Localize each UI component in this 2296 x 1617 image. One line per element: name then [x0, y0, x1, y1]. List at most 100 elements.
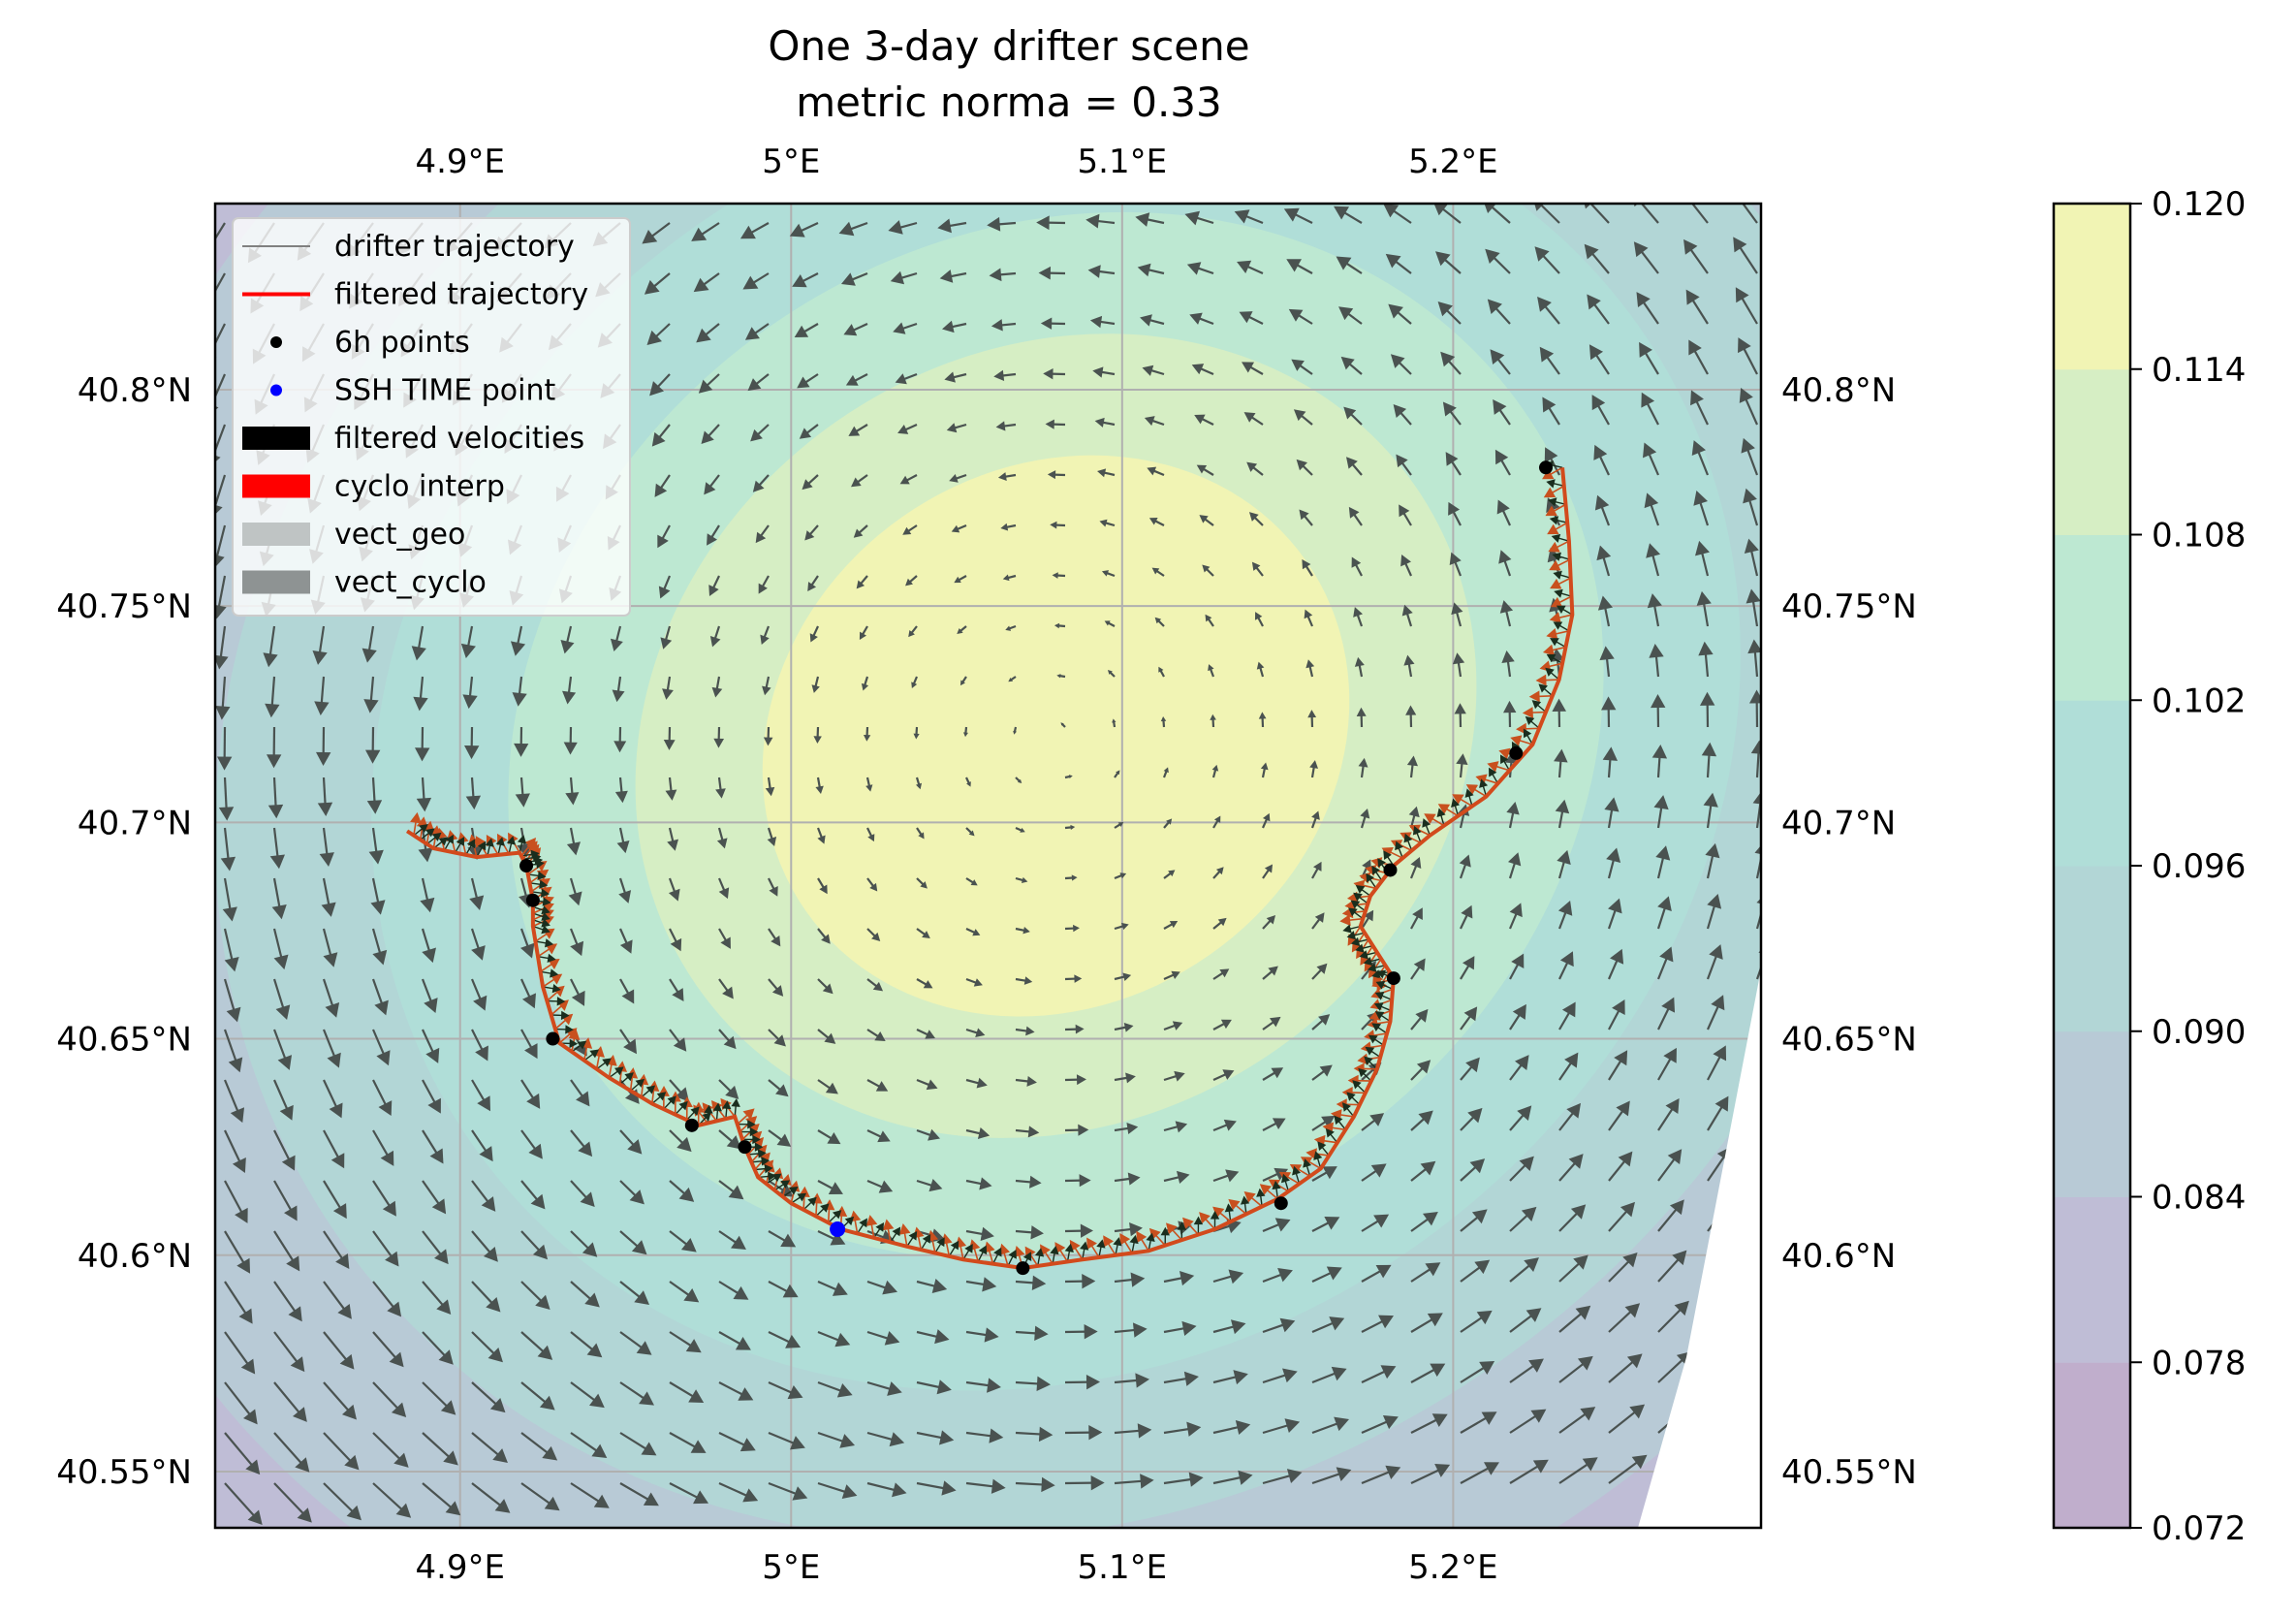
lon-tick-label-bottom: 5.2°E: [1408, 1548, 1498, 1587]
legend-label: filtered velocities: [334, 422, 584, 456]
colorbar-band: [2054, 204, 2130, 369]
velocity-arrow-head: [199, 250, 212, 266]
colorbar-tick-label: 0.102: [2152, 682, 2246, 720]
velocity-arrow-shaft: [472, 777, 474, 799]
cyclo-arrow-shaft: [829, 1208, 830, 1222]
velocity-arrow-shaft: [1065, 877, 1073, 878]
velocity-arrow-head: [1763, 1043, 1777, 1059]
velocity-arrow-head: [1767, 1144, 1780, 1159]
velocity-arrow-shaft: [1016, 1282, 1035, 1283]
lat-tick-label-right: 40.65°N: [1781, 1021, 1917, 1060]
legend-label: vect_geo: [334, 518, 465, 552]
velocity-arrow-shaft: [1016, 1433, 1042, 1435]
legend-swatch-patch: [242, 523, 310, 546]
lat-tick-label-left: 40.6°N: [78, 1237, 192, 1276]
lat-tick-label-left: 40.75°N: [56, 587, 192, 626]
six-hour-point: [526, 894, 540, 907]
six-hour-point: [1016, 1261, 1029, 1275]
six-hour-point: [546, 1032, 559, 1046]
six-hour-point: [519, 859, 533, 872]
legend-label: drifter trajectory: [334, 230, 575, 264]
lat-tick-label-right: 40.6°N: [1781, 1237, 1896, 1276]
lat-tick-label-left: 40.8°N: [78, 371, 192, 410]
colorbar-tick-label: 0.114: [2152, 351, 2246, 390]
velocity-arrow-shaft: [521, 777, 523, 797]
lat-tick-label-right: 40.75°N: [1781, 587, 1917, 626]
colorbar-tick-label: 0.120: [2152, 185, 2246, 224]
colorbar-band: [2054, 1362, 2130, 1528]
six-hour-point: [1509, 746, 1523, 760]
velocity-arrow-shaft: [998, 273, 1016, 275]
lat-tick-label-right: 40.7°N: [1781, 804, 1896, 842]
colorbar-band: [2054, 1197, 2130, 1363]
velocity-arrow-head: [1769, 1195, 1782, 1211]
lat-tick-label-right: 40.8°N: [1781, 371, 1896, 410]
colorbar-tick-label: 0.096: [2152, 847, 2246, 886]
lat-tick-label-left: 40.65°N: [56, 1021, 192, 1060]
legend: drifter trajectory filtered trajectory 6h …: [233, 218, 630, 616]
velocity-arrow-shaft: [1000, 324, 1016, 326]
six-hour-point: [1387, 971, 1400, 985]
colorbar-tick-label: 0.090: [2152, 1013, 2246, 1052]
colorbar-band: [2054, 535, 2130, 701]
six-hour-point: [685, 1119, 699, 1132]
six-hour-point: [738, 1140, 751, 1154]
lat-tick-label-left: 40.7°N: [78, 804, 192, 842]
legend-label: cyclo interp: [334, 470, 505, 504]
colorbar-band: [2054, 866, 2130, 1031]
velocity-arrow-shaft: [1016, 1231, 1034, 1233]
legend-label: filtered trajectory: [334, 278, 588, 312]
velocity-arrow-shaft: [1658, 755, 1660, 777]
legend-swatch-dot: [270, 385, 282, 396]
velocity-arrow-head: [1765, 1094, 1778, 1109]
lat-tick-label-right: 40.55°N: [1781, 1453, 1917, 1492]
six-hour-point: [1383, 863, 1397, 876]
legend-label: 6h points: [334, 326, 470, 360]
velocity-arrow-head: [1760, 993, 1774, 1008]
velocity-arrow-head: [1731, 187, 1745, 203]
six-hour-point: [1274, 1196, 1288, 1210]
legend-swatch-patch: [242, 427, 310, 450]
velocity-arrow-head: [1774, 1296, 1788, 1312]
velocity-arrow-shaft: [1065, 827, 1072, 828]
colorbar-tick-label: 0.078: [2152, 1344, 2246, 1382]
cyclo-arrow-shaft: [816, 1201, 817, 1216]
velocity-arrow-shaft: [571, 777, 573, 795]
colorbar-band: [2054, 369, 2130, 535]
colorbar-band: [2054, 700, 2130, 866]
lon-tick-label-top: 5.1°E: [1078, 143, 1168, 181]
colorbar: 0.1200.1140.1080.1020.0960.0900.0840.078…: [2054, 185, 2246, 1548]
colorbar-tick-label: 0.108: [2152, 517, 2246, 555]
legend-label: vect_cyclo: [334, 566, 487, 600]
chart-title: One 3-day drifter scene: [768, 22, 1249, 70]
velocity-arrow-shaft: [997, 223, 1016, 224]
velocity-arrow-shaft: [1058, 625, 1065, 626]
velocity-arrow-shaft: [916, 727, 917, 735]
velocity-arrow-shaft: [1059, 676, 1065, 677]
chart-subtitle: metric norma = 0.33: [796, 79, 1222, 126]
lon-tick-label-bottom: 5.1°E: [1078, 1548, 1168, 1587]
lon-tick-label-bottom: 5°E: [762, 1548, 820, 1587]
six-hour-point: [1539, 460, 1553, 474]
velocity-arrow-head: [1776, 1347, 1790, 1362]
velocity-arrow-head: [1681, 189, 1695, 205]
velocity-arrow-shaft: [1559, 759, 1561, 777]
velocity-arrow-shaft: [1016, 1181, 1032, 1183]
lon-tick-label-bottom: 4.9°E: [415, 1548, 505, 1587]
lon-tick-label-top: 4.9°E: [415, 143, 505, 181]
velocity-arrow-shaft: [1015, 727, 1016, 732]
legend-swatch-patch: [242, 571, 310, 594]
lat-tick-label-left: 40.55°N: [56, 1453, 192, 1492]
lon-tick-label-top: 5.2°E: [1408, 143, 1498, 181]
ssh-time-point: [830, 1221, 845, 1237]
velocity-arrow-shaft: [1163, 720, 1164, 727]
velocity-arrow-shaft: [965, 727, 966, 733]
legend-label: SSH TIME point: [334, 374, 555, 408]
colorbar-band: [2054, 1031, 2130, 1197]
velocity-arrow-shaft: [1114, 721, 1115, 727]
colorbar-tick-label: 0.072: [2152, 1509, 2246, 1548]
velocity-arrow-shaft: [1609, 758, 1611, 777]
velocity-arrow-head: [1777, 1397, 1792, 1411]
